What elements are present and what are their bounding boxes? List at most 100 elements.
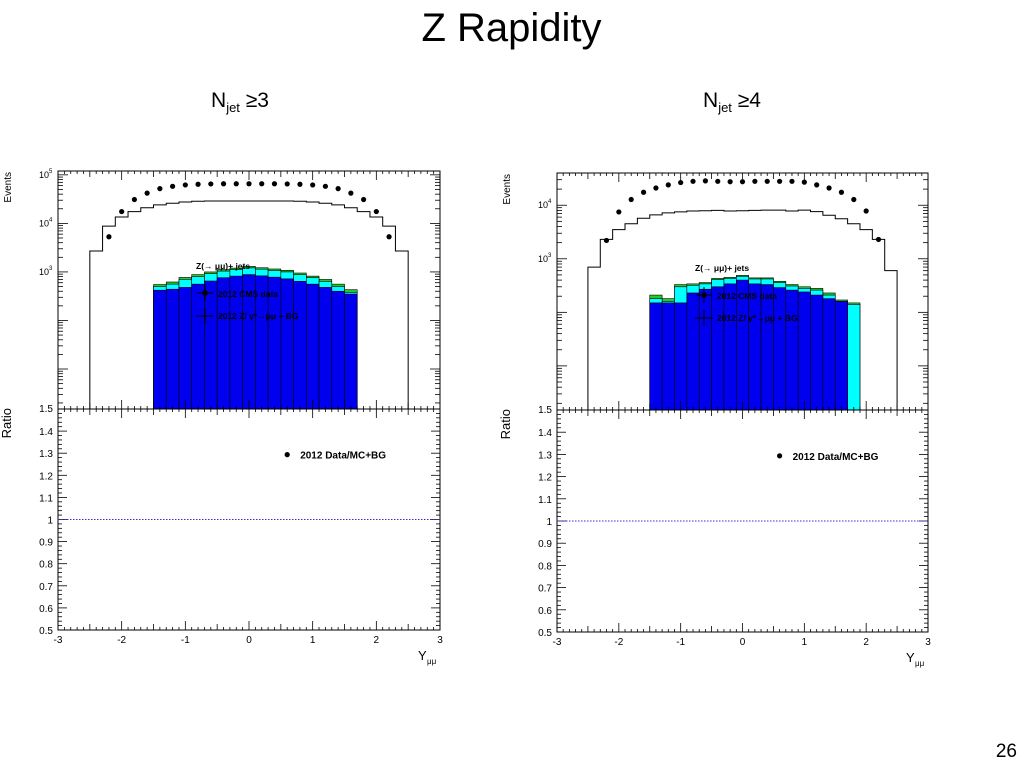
- heading-suffix: ≥4: [731, 89, 761, 112]
- ratio-legend-label: 2012 Data/MC+BG: [793, 452, 879, 463]
- chart-panel-2: -3 -2 -1 0 1 2 310 310 41.50.50.60.70.80.911.11.…: [498, 172, 931, 668]
- data-point: [170, 183, 176, 189]
- y-tick-label: 1.1: [39, 493, 53, 504]
- panel-heading-left: Njet ≥3: [90, 86, 390, 123]
- data-point: [752, 178, 758, 184]
- y-tick-label: 0.7: [538, 584, 552, 595]
- y-tick-exponent: 4: [49, 217, 53, 223]
- stack-blue-bar: [153, 289, 167, 410]
- data-point: [851, 196, 857, 203]
- y-tick-label: 1.5: [538, 405, 552, 416]
- data-point: [259, 181, 265, 187]
- data-point: [727, 179, 733, 185]
- x-tick-label: 2: [374, 635, 380, 646]
- data-point: [220, 181, 227, 187]
- y-tick-label: 1.5: [39, 404, 53, 415]
- data-point: [653, 185, 659, 191]
- y-tick-exponent: 5: [49, 169, 53, 175]
- page-number: 26: [995, 741, 1017, 762]
- stack-blue-bar: [191, 283, 205, 410]
- x-tick-label: 0: [740, 637, 746, 648]
- y-tick-label: 0.5: [538, 628, 552, 639]
- data-point: [144, 190, 150, 196]
- x-tick-label: 2: [863, 637, 869, 648]
- stack-blue-bar: [293, 281, 307, 410]
- data-point: [310, 182, 316, 188]
- stack-blue-bar: [760, 284, 774, 411]
- data-point: [616, 209, 622, 215]
- stack-blue-bar: [773, 287, 787, 411]
- y-axis-title-ratio: Ratio: [0, 408, 14, 438]
- data-point: [863, 208, 869, 214]
- x-tick-label: -1: [676, 637, 685, 648]
- data-point: [801, 179, 807, 185]
- stack-blue-bar: [686, 292, 700, 411]
- y-tick-label: 10: [538, 254, 548, 264]
- data-point: [386, 234, 392, 240]
- heading-sub: jet: [226, 100, 240, 116]
- legend-mc-label: 2012 Z/ γ*→μμ + BG: [218, 311, 299, 321]
- data-point: [826, 185, 832, 191]
- heading-sub: jet: [718, 100, 732, 116]
- legend-data-label: 2012 CMS data: [717, 291, 777, 301]
- y-tick-label: 0.9: [538, 539, 552, 550]
- data-point: [789, 178, 795, 184]
- y-tick-label: 1.3: [39, 449, 53, 460]
- stack-blue-bar: [711, 286, 725, 411]
- legend-mc-label: 2012 Z/ γ*→μμ + BG: [717, 313, 798, 323]
- stack-blue-bar: [723, 283, 737, 411]
- stack-blue-bar: [698, 288, 712, 411]
- data-point: [814, 182, 820, 188]
- y-tick-label: 0.9: [39, 538, 53, 549]
- x-axis-title: Y: [906, 650, 915, 665]
- stack-blue-bar: [280, 278, 294, 410]
- y-tick-label: 0.8: [538, 561, 552, 572]
- y-tick-label: 10: [538, 200, 548, 210]
- data-point: [665, 182, 671, 188]
- legend-header: Z(→ μμ)+ jets: [196, 261, 250, 271]
- x-tick-label: -2: [117, 635, 126, 646]
- data-point: [678, 179, 684, 186]
- stack-blue-bar: [797, 291, 811, 411]
- ratio-legend-label: 2012 Data/MC+BG: [300, 451, 386, 462]
- data-point: [106, 234, 112, 240]
- y-axis-title-events: Events: [502, 174, 513, 205]
- y-tick-label: 0.5: [39, 626, 53, 637]
- ratio-legend-marker: [777, 453, 783, 459]
- data-point: [284, 181, 290, 187]
- data-point: [702, 178, 709, 184]
- x-tick-label: 0: [246, 635, 252, 646]
- x-axis-title: Y: [418, 648, 427, 663]
- data-point: [157, 186, 163, 192]
- stack-blue-bar: [344, 293, 358, 410]
- legend-header: Z(→ μμ)+ jets: [695, 263, 749, 273]
- data-point: [335, 186, 341, 192]
- x-tick-label: 3: [437, 635, 443, 646]
- y-tick-exponent: 3: [49, 266, 53, 272]
- data-point: [715, 178, 721, 184]
- data-point: [208, 181, 214, 187]
- legend-data-label: 2012 CMS data: [218, 289, 278, 299]
- stack-blue-bar: [822, 298, 836, 411]
- data-point: [777, 178, 783, 184]
- stack-blue-bar: [165, 288, 180, 410]
- x-tick-label: -2: [614, 637, 623, 648]
- mc-histogram-line: [587, 209, 898, 410]
- y-tick-label: 1.2: [538, 473, 552, 484]
- stack-blue-bar: [318, 287, 333, 410]
- y-tick-label: 1: [546, 517, 552, 528]
- y-tick-label: 10: [39, 170, 49, 180]
- data-point: [603, 237, 610, 244]
- y-tick-label: 10: [39, 218, 49, 228]
- data-point: [640, 189, 647, 195]
- slide-title: Z Rapidity: [421, 6, 602, 50]
- y-tick-label: 0.8: [39, 560, 53, 571]
- data-point: [838, 189, 845, 195]
- x-tick-label: -1: [181, 635, 190, 646]
- data-point: [297, 181, 303, 187]
- heading-suffix: ≥3: [239, 89, 269, 112]
- stack-cyan-bar: [847, 304, 861, 411]
- y-axis-title-events: Events: [3, 172, 14, 203]
- stack-blue-bar: [785, 289, 799, 411]
